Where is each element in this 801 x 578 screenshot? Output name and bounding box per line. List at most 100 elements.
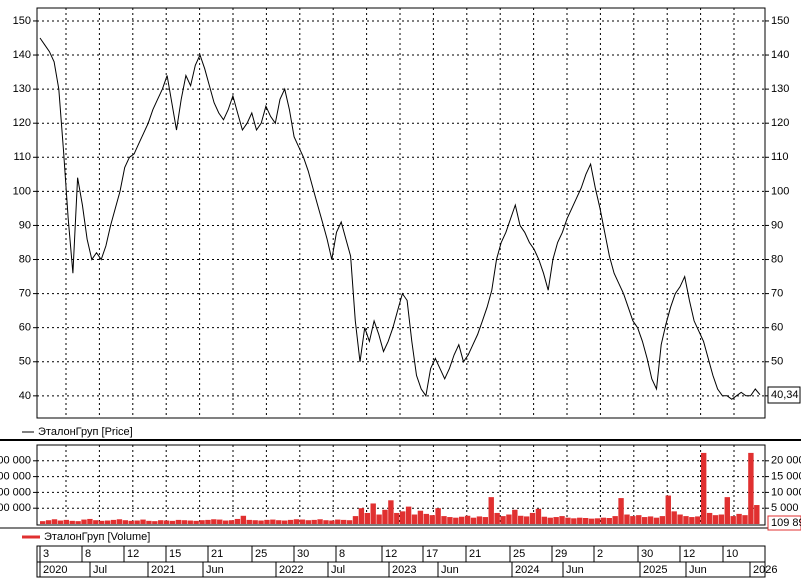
volume-bar xyxy=(388,500,394,524)
volume-bar xyxy=(175,519,182,524)
volume-bar xyxy=(116,519,123,524)
legend-label: ЭталонГруп [Volume] xyxy=(44,531,150,543)
volume-bar xyxy=(577,517,583,524)
y-tick-label: 70 xyxy=(771,288,783,300)
volume-bar xyxy=(394,512,400,524)
volume-bar xyxy=(335,519,341,524)
volume-bar xyxy=(75,521,81,524)
y-tick-label: 50 xyxy=(19,356,31,368)
volume-bar xyxy=(518,515,524,524)
volume-bar xyxy=(340,519,347,524)
volume-bar xyxy=(400,511,406,524)
volume-bar xyxy=(659,516,666,524)
volume-bar xyxy=(683,516,689,524)
volume-bar xyxy=(99,520,105,524)
volume-bar xyxy=(252,520,258,524)
volume-bar xyxy=(187,520,193,524)
value-box xyxy=(767,515,801,531)
volume-bar xyxy=(470,517,477,524)
volume-bar xyxy=(482,517,489,524)
volume-bar xyxy=(140,519,146,524)
volume-bar xyxy=(110,519,117,524)
y-tick-label: 120 xyxy=(771,117,789,129)
y-tick-label: 40 xyxy=(19,390,31,402)
day-label: 8 xyxy=(85,548,91,560)
price-line xyxy=(39,37,761,400)
volume-bar xyxy=(258,520,264,524)
volume-bar xyxy=(134,520,140,524)
volume-bar xyxy=(571,518,577,524)
y-tick-label: 10 000 000 xyxy=(0,486,31,498)
volume-bar xyxy=(228,520,235,524)
volume-bar xyxy=(405,506,412,524)
volume-bar xyxy=(512,509,518,524)
period-label: 2026 xyxy=(753,564,777,576)
volume-bar xyxy=(582,517,589,524)
volume-bar xyxy=(246,519,252,524)
volume-bar xyxy=(647,516,654,524)
volume-bar xyxy=(158,520,164,524)
volume-bar xyxy=(671,511,677,524)
volume-bar xyxy=(311,519,317,524)
volume-bar xyxy=(594,518,601,524)
period-label: Jun xyxy=(206,564,224,576)
volume-bar xyxy=(724,497,730,524)
volume-bar xyxy=(706,512,713,524)
volume-bar xyxy=(411,514,418,524)
price-panel xyxy=(36,7,766,419)
volume-bar xyxy=(453,517,459,524)
value-box xyxy=(767,386,801,404)
period-label: 2024 xyxy=(515,564,539,576)
period-label: Jun xyxy=(689,564,707,576)
volume-bar xyxy=(695,516,701,524)
volume-bar xyxy=(689,517,695,524)
day-label: 30 xyxy=(297,548,309,560)
day-label: 25 xyxy=(255,548,267,560)
volume-bar xyxy=(636,515,642,524)
volume-bar xyxy=(329,520,335,524)
day-label: 8 xyxy=(339,548,345,560)
volume-bar xyxy=(665,495,671,524)
volume-bar xyxy=(748,452,754,524)
y2-tick-label: 5 000 xyxy=(771,502,799,514)
volume-bar xyxy=(494,512,500,524)
volume-bar xyxy=(736,513,742,524)
y-tick-label: 120 xyxy=(13,117,31,129)
period-label: Jun xyxy=(566,564,584,576)
day-label: 15 xyxy=(169,548,181,560)
value-label: 40,34 xyxy=(771,389,799,401)
period-label: Jul xyxy=(331,564,345,576)
y-tick-label: 80 xyxy=(19,253,31,265)
volume-bar xyxy=(600,517,607,524)
day-label: 25 xyxy=(513,548,525,560)
volume-panel xyxy=(36,444,766,526)
legend-label: ЭталонГруп [Price] xyxy=(38,426,133,438)
volume-bar xyxy=(417,510,424,524)
day-label: 12 xyxy=(683,548,695,560)
volume-bar xyxy=(87,518,93,524)
volume-bar xyxy=(459,516,465,524)
volume-bar xyxy=(382,509,388,524)
volume-bar xyxy=(547,517,553,524)
volume-bar xyxy=(358,508,365,524)
volume-bar xyxy=(211,519,217,524)
volume-bar xyxy=(181,520,188,524)
y-tick-label: 150 xyxy=(771,15,789,27)
day-label: 2 xyxy=(597,548,603,560)
period-label: 2020 xyxy=(43,564,67,576)
period-label: 2025 xyxy=(643,564,667,576)
y-tick-label: 150 xyxy=(13,15,31,27)
volume-bar xyxy=(541,516,548,524)
volume-bar xyxy=(346,520,353,524)
volume-bar xyxy=(624,514,630,524)
y2-tick-label: 15 000 xyxy=(771,471,801,483)
volume-bar xyxy=(305,520,311,524)
volume-bar xyxy=(69,520,75,524)
period-label: Jul xyxy=(93,564,107,576)
volume-bar xyxy=(146,520,152,524)
volume-bar xyxy=(754,505,760,524)
volume-bar xyxy=(677,514,683,524)
y-tick-label: 110 xyxy=(13,151,31,163)
y-tick-label: 20 000 000 xyxy=(0,455,31,467)
